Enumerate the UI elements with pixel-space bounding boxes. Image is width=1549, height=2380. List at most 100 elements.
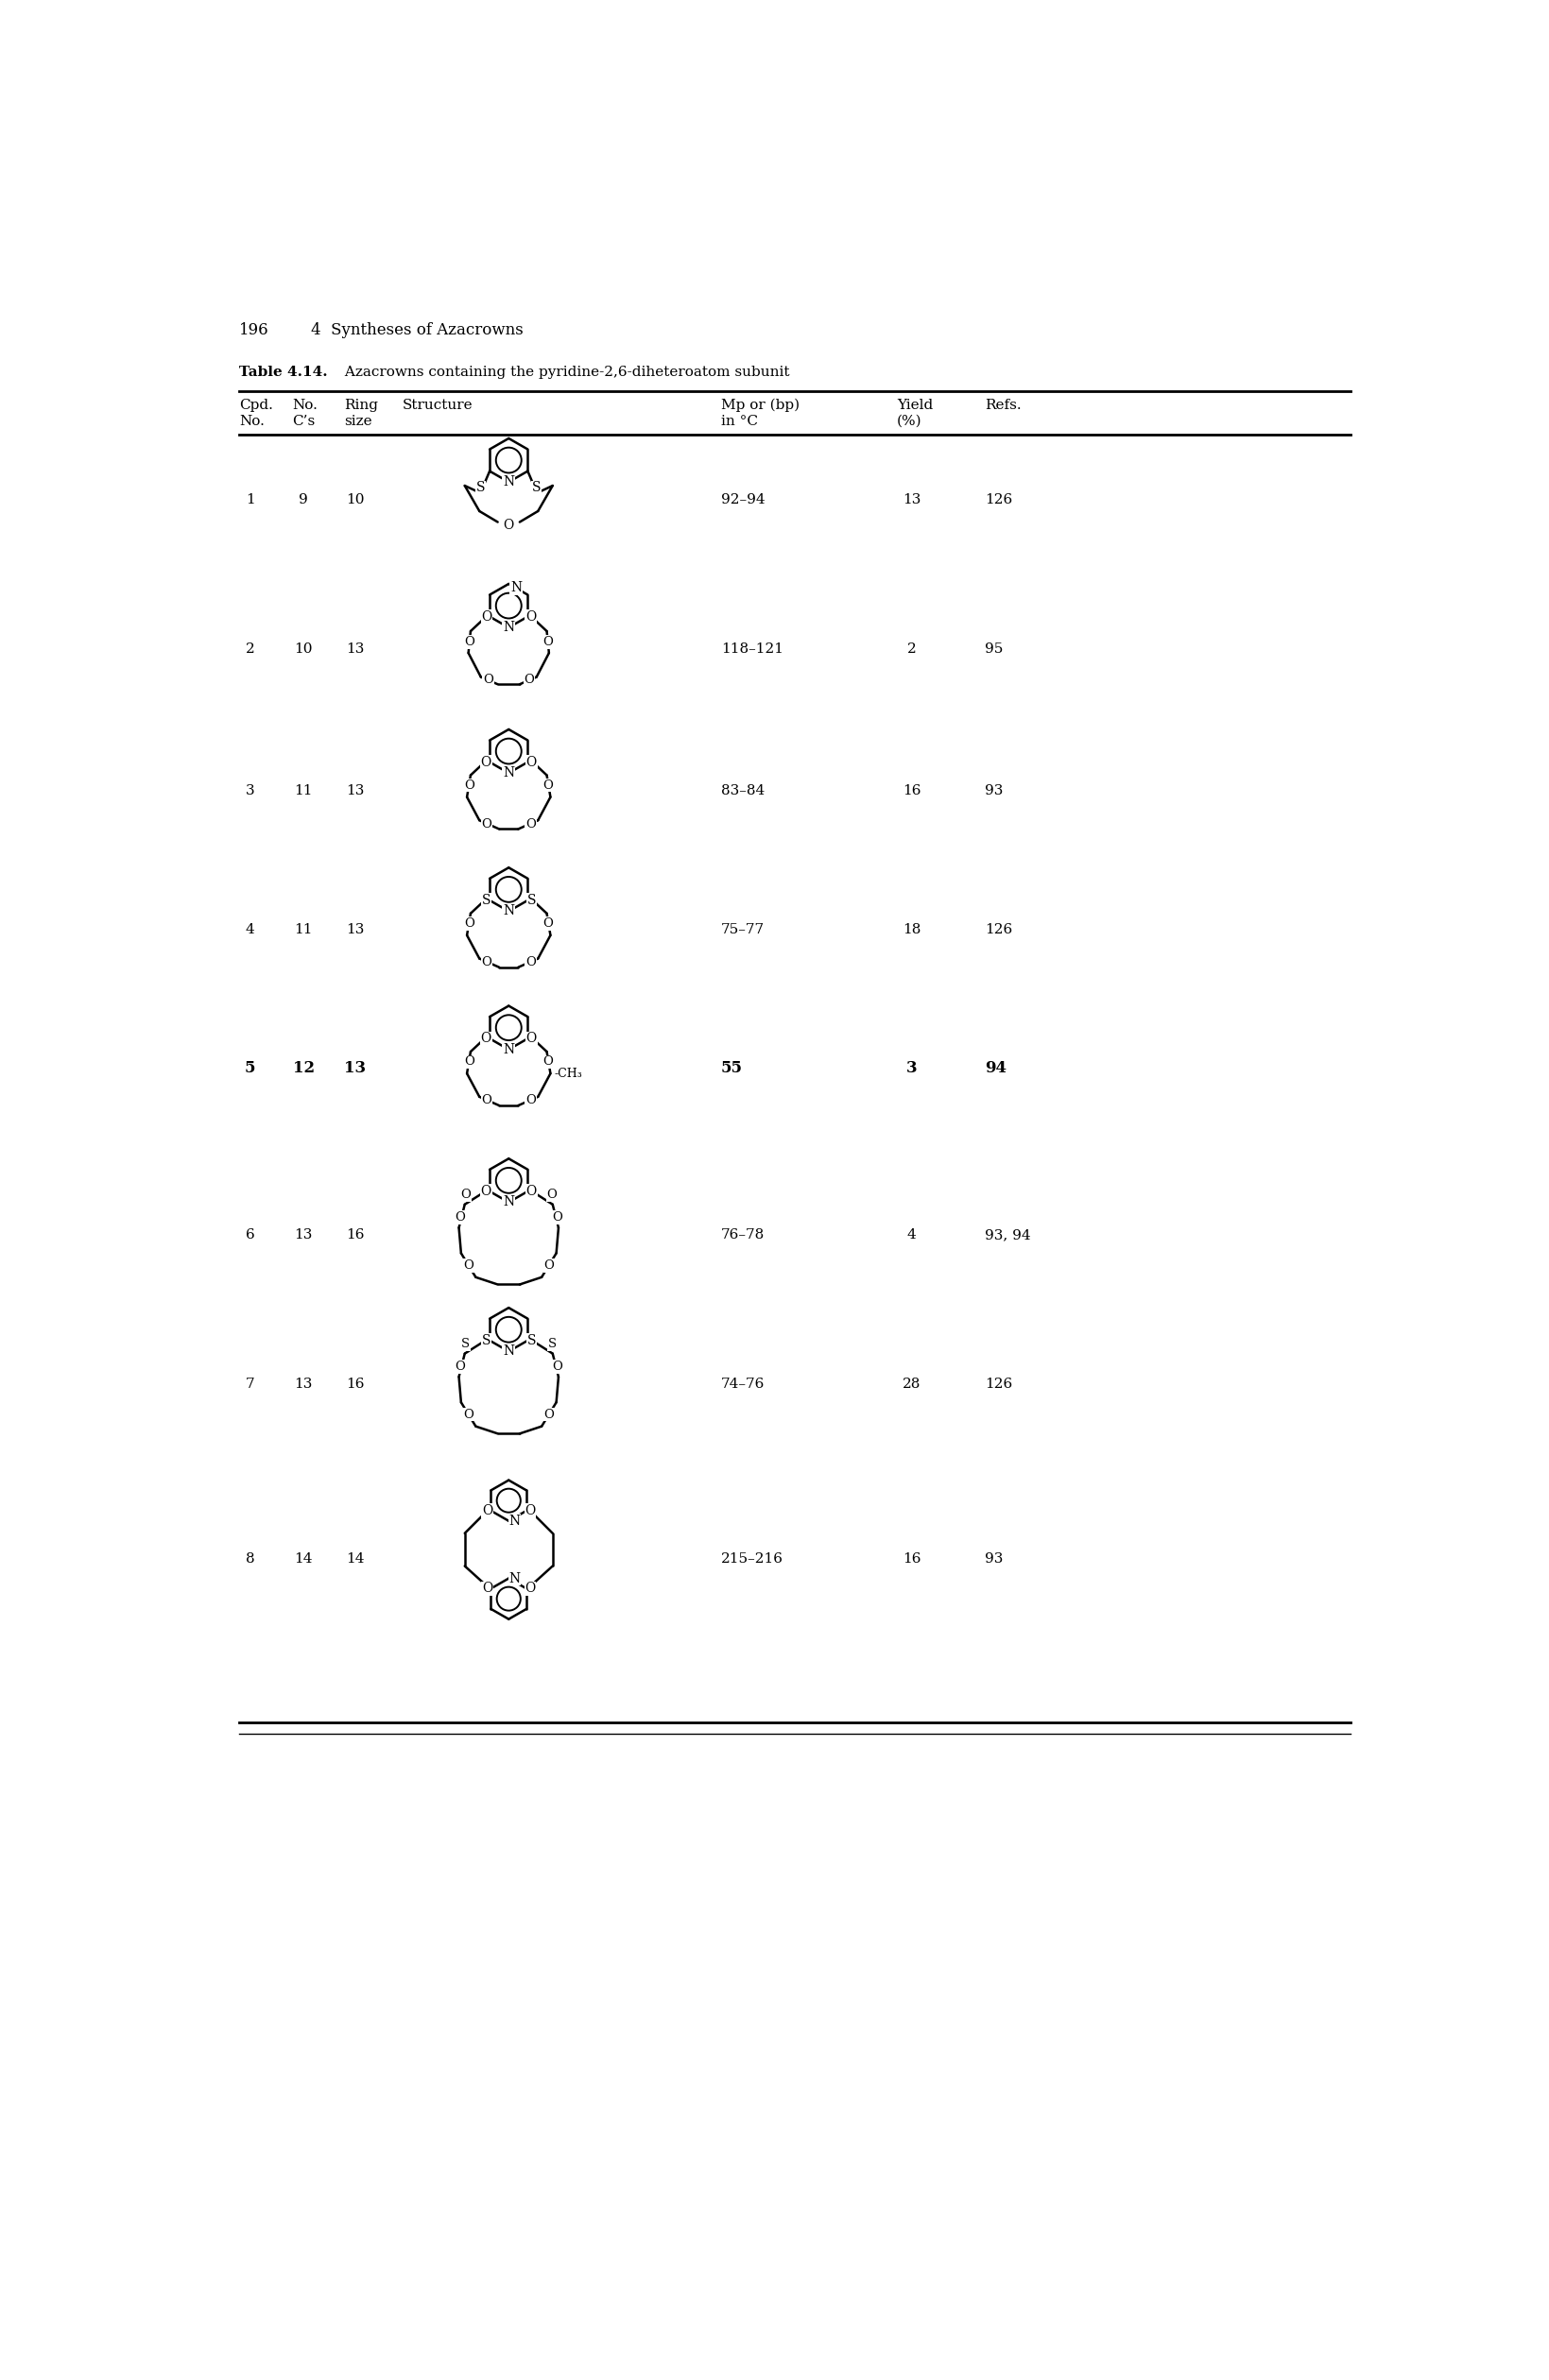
Text: 18: 18 <box>902 923 920 935</box>
Text: 10: 10 <box>345 493 364 507</box>
Text: 12: 12 <box>293 1059 314 1076</box>
Text: S: S <box>547 1338 556 1349</box>
Text: O: O <box>525 1033 536 1045</box>
Text: (%): (%) <box>897 414 922 428</box>
Text: O: O <box>455 1211 465 1223</box>
Text: 74–76: 74–76 <box>720 1378 765 1390</box>
Text: size: size <box>344 414 372 428</box>
Text: N: N <box>503 621 514 633</box>
Text: O: O <box>525 1504 534 1518</box>
Text: N: N <box>503 476 514 488</box>
Text: N: N <box>503 766 514 781</box>
Text: N: N <box>503 1345 514 1359</box>
Text: 76–78: 76–78 <box>720 1228 764 1242</box>
Text: in °C: in °C <box>720 414 757 428</box>
Text: O: O <box>482 1095 491 1107</box>
Text: N: N <box>508 1571 520 1585</box>
Text: 75–77: 75–77 <box>720 923 764 935</box>
Text: O: O <box>544 1259 555 1271</box>
Text: O: O <box>482 1583 493 1595</box>
Text: O: O <box>525 1583 534 1595</box>
Text: O: O <box>465 778 474 793</box>
Text: O: O <box>460 1190 471 1202</box>
Text: S: S <box>527 1333 536 1347</box>
Text: N: N <box>503 904 514 919</box>
Text: O: O <box>525 957 536 969</box>
Text: O: O <box>480 1033 491 1045</box>
Text: 196: 196 <box>239 321 270 338</box>
Text: 83–84: 83–84 <box>720 785 764 797</box>
Text: 13: 13 <box>345 785 364 797</box>
Text: 11: 11 <box>294 923 313 935</box>
Text: 93, 94: 93, 94 <box>984 1228 1030 1242</box>
Text: O: O <box>503 519 514 533</box>
Text: O: O <box>482 1504 493 1518</box>
Text: 1: 1 <box>245 493 254 507</box>
Text: O: O <box>482 609 491 624</box>
Text: 16: 16 <box>345 1378 364 1390</box>
Text: Ring: Ring <box>344 397 378 412</box>
Text: S: S <box>476 481 485 495</box>
Text: 13: 13 <box>345 643 364 657</box>
Text: 126: 126 <box>984 1378 1011 1390</box>
Text: 13: 13 <box>294 1228 313 1242</box>
Text: 16: 16 <box>902 785 920 797</box>
Text: O: O <box>465 916 474 931</box>
Text: No.: No. <box>239 414 265 428</box>
Text: O: O <box>465 635 474 647</box>
Text: N: N <box>510 581 522 595</box>
Text: S: S <box>482 895 489 907</box>
Text: Structure: Structure <box>403 397 472 412</box>
Text: O: O <box>542 778 553 793</box>
Text: -CH₃: -CH₃ <box>555 1066 582 1081</box>
Text: O: O <box>542 1057 553 1069</box>
Text: 215–216: 215–216 <box>720 1552 782 1566</box>
Text: 6: 6 <box>245 1228 254 1242</box>
Text: 16: 16 <box>345 1228 364 1242</box>
Text: O: O <box>551 1211 562 1223</box>
Text: 11: 11 <box>294 785 313 797</box>
Text: 95: 95 <box>984 643 1002 657</box>
Text: 9: 9 <box>299 493 308 507</box>
Text: Cpd.: Cpd. <box>239 397 273 412</box>
Text: O: O <box>483 674 493 685</box>
Text: O: O <box>525 609 536 624</box>
Text: 10: 10 <box>294 643 313 657</box>
Text: S: S <box>527 895 536 907</box>
Text: 13: 13 <box>902 493 920 507</box>
Text: 13: 13 <box>294 1378 313 1390</box>
Text: 8: 8 <box>245 1552 254 1566</box>
Text: O: O <box>525 1185 536 1197</box>
Text: N: N <box>503 1195 514 1209</box>
Text: 92–94: 92–94 <box>720 493 765 507</box>
Text: O: O <box>551 1361 562 1373</box>
Text: S: S <box>462 1338 469 1349</box>
Text: Mp or (bp): Mp or (bp) <box>720 397 799 412</box>
Text: O: O <box>544 1409 555 1421</box>
Text: Refs.: Refs. <box>984 397 1021 412</box>
Text: 55: 55 <box>720 1059 742 1076</box>
Text: 14: 14 <box>294 1552 313 1566</box>
Text: 4: 4 <box>245 923 254 935</box>
Text: 118–121: 118–121 <box>720 643 782 657</box>
Text: Azacrowns containing the pyridine-2,6-diheteroatom subunit: Azacrowns containing the pyridine-2,6-di… <box>341 367 788 378</box>
Text: O: O <box>542 916 553 931</box>
Text: O: O <box>480 1185 491 1197</box>
Text: S: S <box>531 481 541 495</box>
Text: 2: 2 <box>906 643 915 657</box>
Text: 94: 94 <box>984 1059 1005 1076</box>
Text: 16: 16 <box>902 1552 920 1566</box>
Text: O: O <box>525 819 536 831</box>
Text: O: O <box>524 674 534 685</box>
Text: O: O <box>465 1057 474 1069</box>
Text: 5: 5 <box>245 1059 256 1076</box>
Text: Table 4.14.: Table 4.14. <box>239 367 327 378</box>
Text: S: S <box>482 1333 489 1347</box>
Text: 4  Syntheses of Azacrowns: 4 Syntheses of Azacrowns <box>311 321 524 338</box>
Text: 93: 93 <box>984 785 1002 797</box>
Text: 14: 14 <box>345 1552 364 1566</box>
Text: 7: 7 <box>245 1378 254 1390</box>
Text: No.: No. <box>293 397 318 412</box>
Text: N: N <box>503 1042 514 1057</box>
Text: O: O <box>525 1095 536 1107</box>
